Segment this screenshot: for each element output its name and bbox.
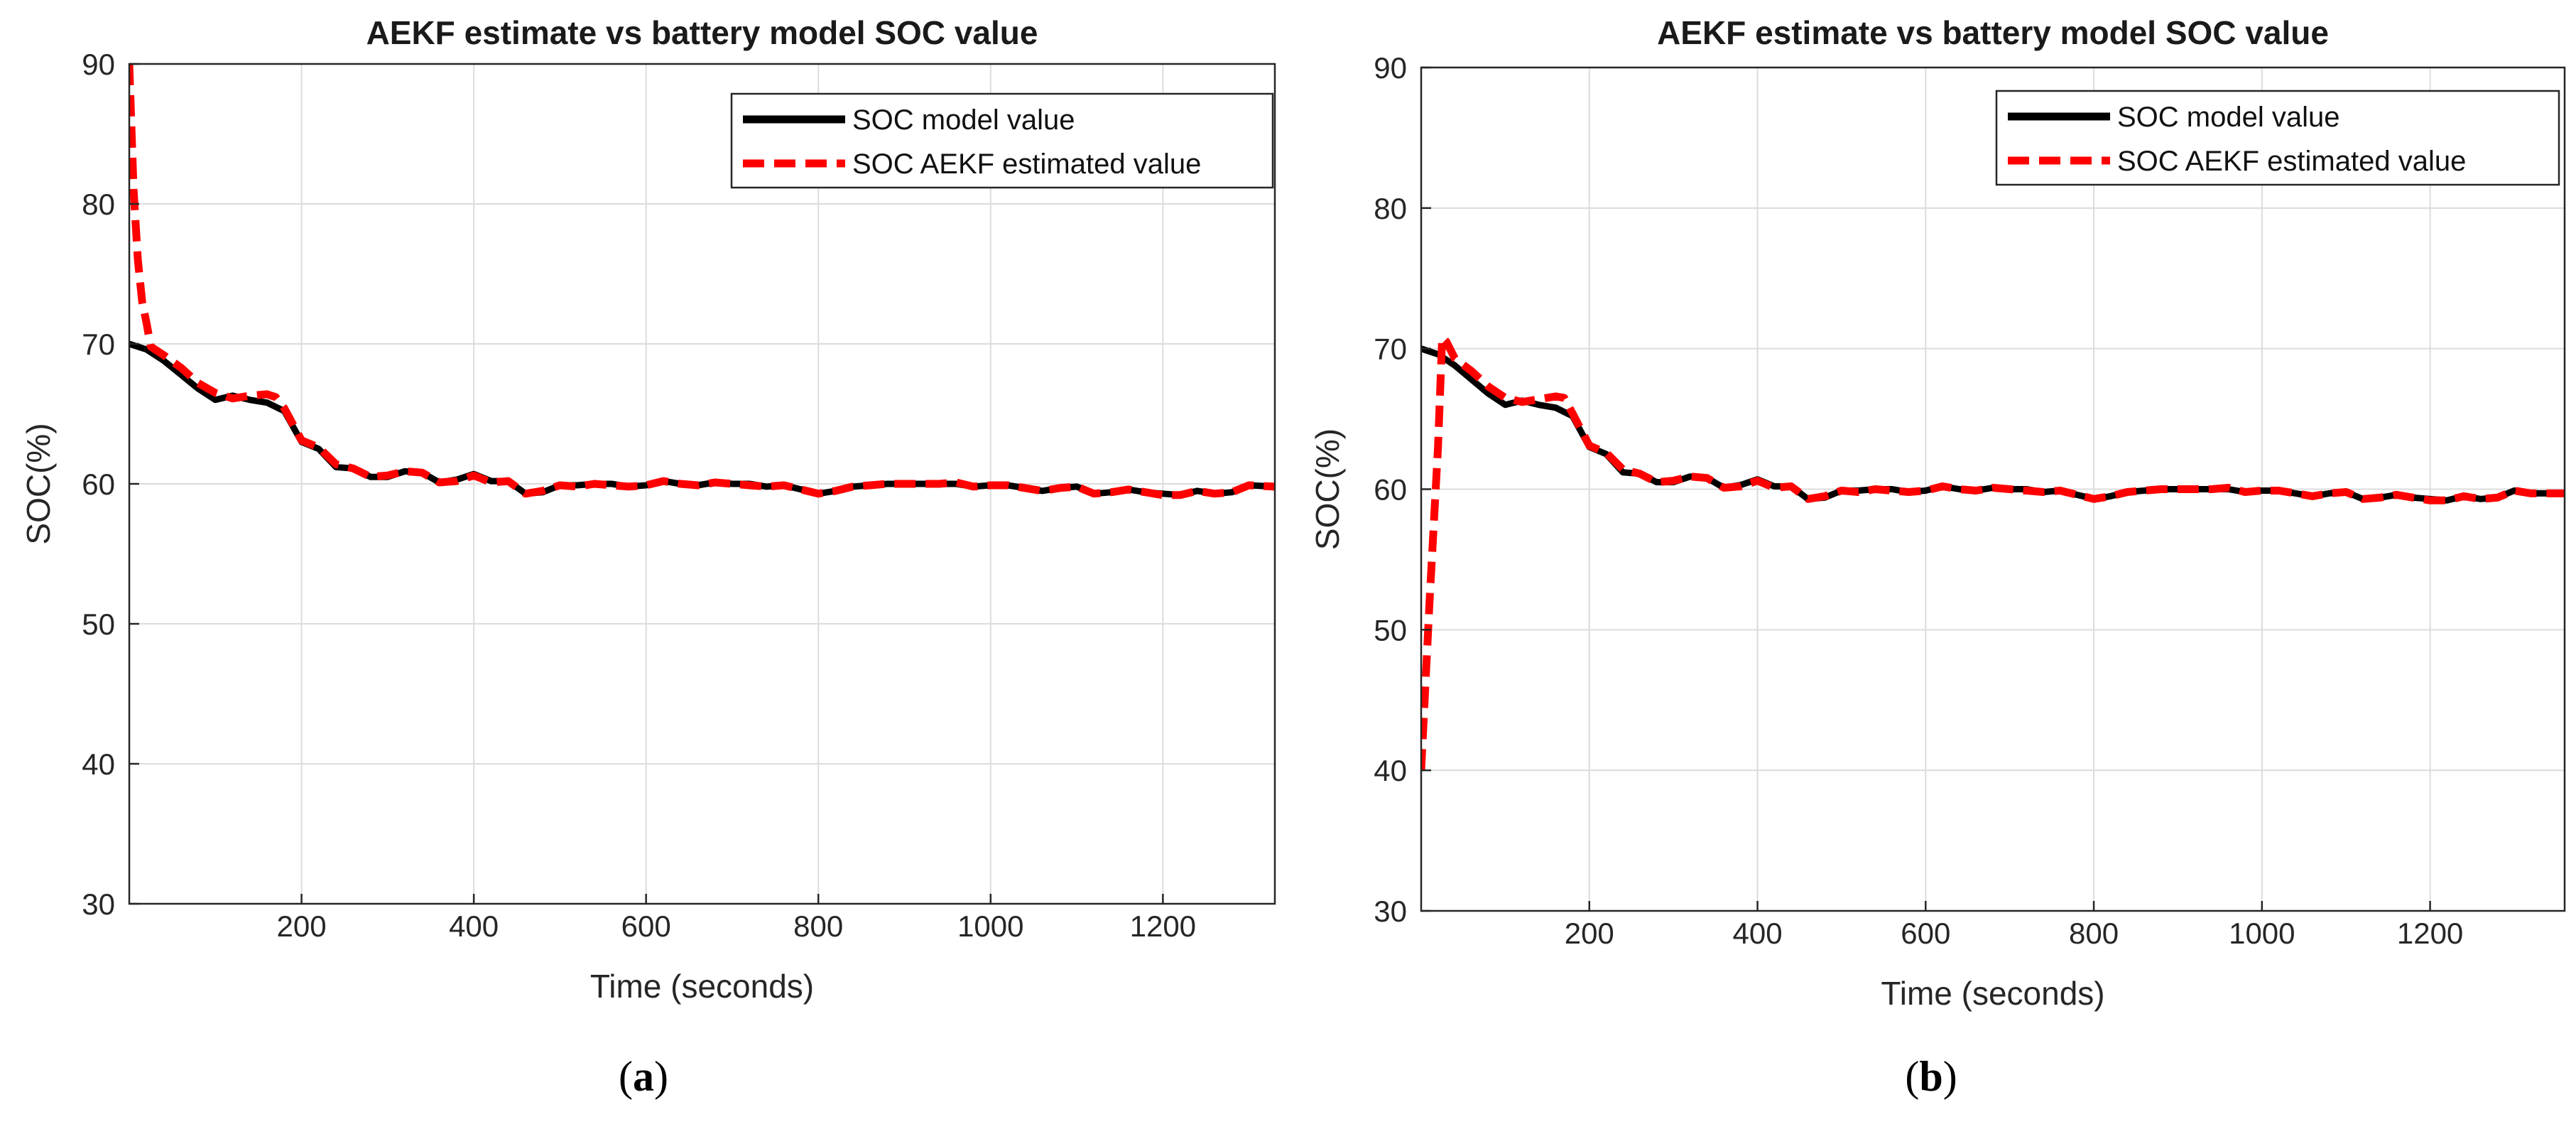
legend-box — [1995, 90, 2560, 186]
series-line-aekf-estimate — [1421, 333, 2565, 771]
chart-b-svg: 200 400 600 800 1000 1200 30 40 50 60 70 80 90 AEKF e… — [1309, 14, 2566, 1100]
chart-a-svg: 200 400 600 800 1000 1200 30 40 50 60 70 80 90 AEKF e… — [20, 14, 1276, 1100]
y-tick-label: 90 — [1374, 51, 1407, 85]
panel-caption-letter: b — [1919, 1053, 1942, 1100]
series-group — [129, 64, 1275, 499]
y-tick-label: 30 — [82, 887, 115, 921]
series-line-aekf-estimate — [129, 64, 1275, 499]
y-tick-label: 40 — [82, 747, 115, 781]
y-tick-label: 60 — [1374, 473, 1407, 507]
x-tick-label: 1200 — [2397, 917, 2463, 950]
y-tick-label: 60 — [82, 468, 115, 501]
legend-box — [730, 92, 1274, 189]
y-tick-label: 40 — [1374, 754, 1407, 787]
y-tick-label: 70 — [1374, 333, 1407, 366]
x-axis-label: Time (seconds) — [590, 968, 814, 1005]
panel-caption-letter: a — [633, 1053, 654, 1100]
chart-panel-b: 200 400 600 800 1000 1200 30 40 50 60 70 80 90 AEKF e… — [1288, 0, 2576, 1129]
y-axis-label: SOC(%) — [20, 423, 57, 544]
x-tick-label: 400 — [1732, 917, 1782, 950]
y-tick-label: 70 — [82, 328, 115, 361]
x-tick-label: 600 — [1901, 917, 1950, 950]
x-tick-label: 400 — [449, 909, 499, 943]
legend-label: SOC model value — [852, 104, 1075, 136]
y-tick-label: 80 — [82, 188, 115, 221]
chart-panel-a: 200 400 600 800 1000 1200 30 40 50 60 70 80 90 AEKF e… — [20, 14, 1276, 1100]
y-tick-label: 50 — [82, 607, 115, 641]
x-tick-label: 1000 — [957, 909, 1023, 943]
legend: SOC model value SOC AEKF estimated value — [1995, 90, 2560, 186]
y-tick-label: 80 — [1374, 192, 1407, 225]
x-tick-label: 200 — [277, 909, 327, 943]
x-tick-label: 1200 — [1130, 909, 1196, 943]
y-tick-label: 90 — [82, 48, 115, 81]
x-tick-label: 600 — [621, 909, 671, 943]
legend: SOC model value SOC AEKF estimated value — [730, 92, 1274, 189]
y-tick-label: 30 — [1374, 895, 1407, 928]
y-tick-label: 50 — [1374, 613, 1407, 647]
x-tick-label: 800 — [793, 909, 843, 943]
chart-title: AEKF estimate vs battery model SOC value — [366, 14, 1038, 51]
panel-caption: (a) — [619, 1053, 668, 1100]
panel-caption: (b) — [1905, 1053, 1957, 1100]
y-axis-label: SOC(%) — [1309, 428, 1346, 550]
x-tick-label: 800 — [2069, 917, 2119, 950]
x-tick-label: 200 — [1565, 917, 1614, 950]
chart-title: AEKF estimate vs battery model SOC value — [1657, 14, 2329, 51]
legend-label: SOC model value — [2117, 102, 2339, 133]
legend-label: SOC AEKF estimated value — [852, 148, 1201, 180]
series-group — [1421, 333, 2565, 771]
legend-label: SOC AEKF estimated value — [2117, 146, 2466, 177]
x-axis-label: Time (seconds) — [1881, 975, 2104, 1012]
x-tick-label: 1000 — [2229, 917, 2295, 950]
